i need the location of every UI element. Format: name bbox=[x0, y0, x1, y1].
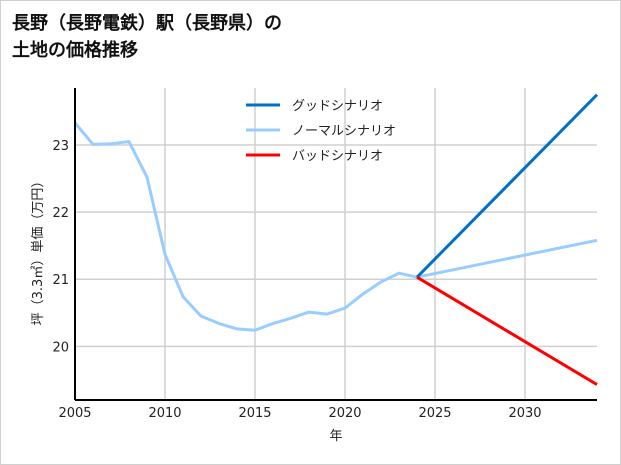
x-axis-label: 年 bbox=[329, 429, 342, 444]
x-tick-label: 2030 bbox=[508, 406, 541, 421]
x-tick-label: 2010 bbox=[148, 406, 181, 421]
y-axis-label: 坪（3.3㎡）単価（万円） bbox=[30, 175, 46, 326]
legend-label: バッドシナリオ bbox=[292, 149, 383, 164]
x-tick-label: 2015 bbox=[238, 406, 271, 421]
series-line-0 bbox=[415, 93, 599, 279]
legend-label: グッドシナリオ bbox=[292, 99, 383, 114]
y-tick-label: 23 bbox=[52, 139, 69, 154]
title-line-2: 土地の価格推移 bbox=[12, 40, 138, 61]
y-tick-label: 22 bbox=[52, 206, 69, 221]
y-tick-label: 20 bbox=[52, 340, 69, 355]
chart-title: 長野（長野電鉄）駅（長野県）の 土地の価格推移 bbox=[12, 10, 282, 64]
title-line-1: 長野（長野電鉄）駅（長野県）の bbox=[12, 13, 282, 34]
series-line-2 bbox=[416, 275, 598, 386]
x-tick-label: 2020 bbox=[328, 406, 361, 421]
series-line-1 bbox=[73, 121, 598, 332]
legend-label: ノーマルシナリオ bbox=[292, 124, 396, 139]
y-tick-label: 21 bbox=[52, 273, 69, 288]
x-tick-label: 2005 bbox=[58, 406, 91, 421]
x-tick-label: 2025 bbox=[418, 406, 451, 421]
